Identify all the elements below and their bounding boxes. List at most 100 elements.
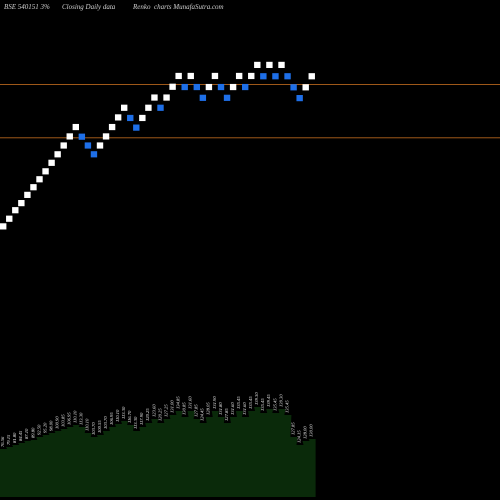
volume-label-49: 124.15 bbox=[296, 430, 301, 443]
brick-34 bbox=[205, 83, 213, 91]
volume-label-16: 100.55 bbox=[97, 420, 102, 433]
brick-20 bbox=[121, 104, 128, 111]
volume-label-17: 103.70 bbox=[103, 416, 108, 429]
volume-label-10: 103.85 bbox=[61, 414, 66, 427]
brick-0 bbox=[0, 223, 7, 230]
brick-18 bbox=[108, 123, 116, 131]
brick-2 bbox=[12, 207, 19, 214]
volume-label-41: 135.45 bbox=[248, 396, 253, 409]
brick-19 bbox=[114, 114, 122, 121]
brick-13 bbox=[78, 133, 86, 140]
brick-16 bbox=[96, 142, 104, 149]
chart-title: BSE 540151 3% Closing Daily data Renko char… bbox=[4, 3, 224, 11]
volume-label-36: 131.80 bbox=[218, 402, 223, 415]
brick-11 bbox=[66, 133, 73, 140]
volume-label-21: 116.70 bbox=[127, 410, 132, 423]
volume-label-26: 120.25 bbox=[157, 408, 162, 421]
volume-label-7: 95.20 bbox=[42, 422, 47, 433]
volume-label-48: 127.85 bbox=[290, 422, 295, 435]
volume-label-33: 124.45 bbox=[200, 408, 205, 421]
title-part-0: BSE 540151 3% bbox=[4, 3, 50, 11]
volume-label-6: 92.50 bbox=[36, 424, 41, 435]
title-part-3: charts MunafaSutra.com bbox=[154, 3, 224, 11]
brick-10 bbox=[60, 142, 67, 149]
volume-label-43: 135.45 bbox=[260, 398, 265, 411]
brick-3 bbox=[18, 200, 25, 207]
brick-28 bbox=[169, 83, 176, 90]
brick-46 bbox=[278, 61, 285, 69]
brick-41 bbox=[248, 72, 255, 80]
volume-label-45: 135.45 bbox=[272, 398, 277, 411]
volume-label-42: 139.30 bbox=[254, 392, 259, 405]
brick-50 bbox=[302, 84, 309, 91]
volume-label-3: 84.45 bbox=[18, 430, 23, 441]
brick-38 bbox=[229, 83, 237, 91]
brick-25 bbox=[151, 94, 158, 101]
volume-label-12: 110.10 bbox=[73, 410, 78, 423]
brick-22 bbox=[133, 124, 140, 131]
brick-17 bbox=[102, 133, 110, 140]
volume-label-39: 135.45 bbox=[236, 396, 241, 409]
volume-label-31: 131.60 bbox=[188, 396, 193, 409]
brick-5 bbox=[30, 184, 37, 191]
brick-35 bbox=[211, 72, 219, 80]
brick-37 bbox=[223, 94, 231, 101]
brick-12 bbox=[72, 123, 79, 131]
volume-label-32: 127.85 bbox=[194, 404, 199, 417]
brick-15 bbox=[90, 151, 98, 158]
title-part-1: Closing Daily data bbox=[62, 3, 116, 11]
brick-31 bbox=[187, 72, 194, 80]
brick-21 bbox=[127, 114, 134, 122]
brick-14 bbox=[84, 142, 92, 149]
brick-51 bbox=[308, 73, 315, 80]
volume-label-40: 131.60 bbox=[242, 402, 247, 415]
brick-24 bbox=[145, 104, 152, 111]
volume-label-1: 79.15 bbox=[6, 434, 11, 445]
volume-label-22: 113.30 bbox=[133, 416, 138, 429]
volume-area-fill bbox=[0, 407, 316, 497]
volume-label-51: 130.00 bbox=[309, 424, 314, 437]
volume-label-13: 113.30 bbox=[79, 412, 84, 425]
volume-label-5: 89.80 bbox=[30, 427, 35, 438]
volume-label-18: 106.95 bbox=[109, 412, 114, 425]
volume-label-4: 87.10 bbox=[24, 428, 29, 439]
brick-29 bbox=[175, 72, 182, 80]
volume-label-46: 139.30 bbox=[278, 394, 283, 407]
volume-label-0: 76.56 bbox=[0, 436, 5, 447]
brick-39 bbox=[235, 72, 243, 80]
brick-30 bbox=[181, 83, 188, 91]
brick-42 bbox=[254, 61, 261, 69]
brick-49 bbox=[296, 95, 303, 102]
title-part-2: Renko bbox=[132, 3, 151, 11]
volume-label-24: 120.25 bbox=[145, 408, 150, 421]
brick-8 bbox=[48, 159, 55, 166]
volume-label-8: 98.00 bbox=[48, 420, 53, 431]
brick-45 bbox=[272, 73, 279, 80]
volume-label-27: 127.25 bbox=[163, 404, 168, 417]
brick-47 bbox=[284, 73, 291, 80]
brick-7 bbox=[42, 168, 49, 175]
volume-label-15: 103.70 bbox=[91, 422, 96, 435]
volume-label-28: 131.00 bbox=[169, 400, 174, 413]
brick-32 bbox=[193, 83, 200, 91]
brick-40 bbox=[242, 83, 249, 91]
brick-43 bbox=[260, 73, 267, 80]
volume-label-35: 131.90 bbox=[212, 396, 217, 409]
brick-44 bbox=[266, 61, 273, 69]
brick-48 bbox=[290, 84, 297, 91]
brick-4 bbox=[24, 191, 31, 198]
volume-label-44: 139.45 bbox=[266, 394, 271, 407]
volume-label-19: 110.10 bbox=[115, 409, 120, 422]
brick-6 bbox=[36, 176, 43, 183]
brick-33 bbox=[199, 94, 207, 101]
volume-label-38: 131.60 bbox=[230, 402, 235, 415]
volume-label-25: 123.60 bbox=[151, 404, 156, 417]
brick-9 bbox=[54, 151, 61, 158]
renko-bricks bbox=[0, 61, 315, 230]
brick-1 bbox=[6, 215, 13, 222]
volume-area: 76.56 79.15 81.80 84.45 87.10 89.80 92.50 95.20… bbox=[0, 392, 316, 497]
volume-label-23: 117.90 bbox=[139, 412, 144, 425]
volume-label-2: 81.80 bbox=[12, 432, 17, 443]
